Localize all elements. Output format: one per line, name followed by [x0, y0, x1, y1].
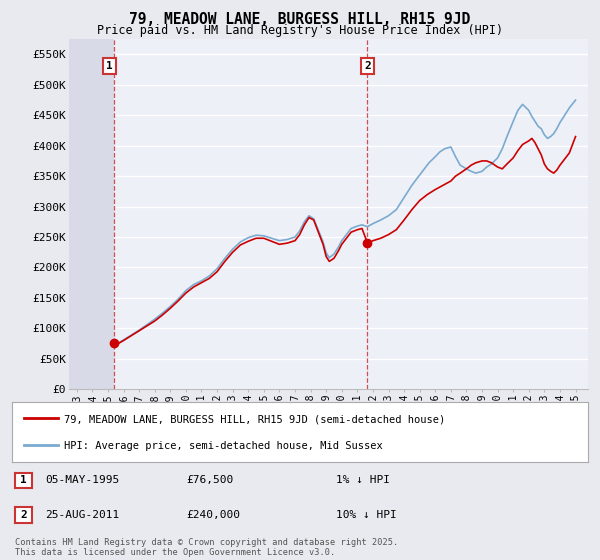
Text: £76,500: £76,500 — [186, 475, 233, 486]
Text: 79, MEADOW LANE, BURGESS HILL, RH15 9JD: 79, MEADOW LANE, BURGESS HILL, RH15 9JD — [130, 12, 470, 27]
Text: Contains HM Land Registry data © Crown copyright and database right 2025.
This d: Contains HM Land Registry data © Crown c… — [15, 538, 398, 557]
Text: 1: 1 — [106, 61, 113, 71]
Text: £240,000: £240,000 — [186, 510, 240, 520]
Text: 79, MEADOW LANE, BURGESS HILL, RH15 9JD (semi-detached house): 79, MEADOW LANE, BURGESS HILL, RH15 9JD … — [64, 414, 445, 424]
Text: 2: 2 — [364, 61, 371, 71]
Text: HPI: Average price, semi-detached house, Mid Sussex: HPI: Average price, semi-detached house,… — [64, 441, 383, 451]
Text: 25-AUG-2011: 25-AUG-2011 — [45, 510, 119, 520]
Text: 1: 1 — [20, 475, 27, 486]
Text: 1% ↓ HPI: 1% ↓ HPI — [336, 475, 390, 486]
Text: Price paid vs. HM Land Registry's House Price Index (HPI): Price paid vs. HM Land Registry's House … — [97, 24, 503, 36]
Bar — [69, 39, 114, 389]
Text: 10% ↓ HPI: 10% ↓ HPI — [336, 510, 397, 520]
Text: 2: 2 — [20, 510, 27, 520]
Text: 05-MAY-1995: 05-MAY-1995 — [45, 475, 119, 486]
